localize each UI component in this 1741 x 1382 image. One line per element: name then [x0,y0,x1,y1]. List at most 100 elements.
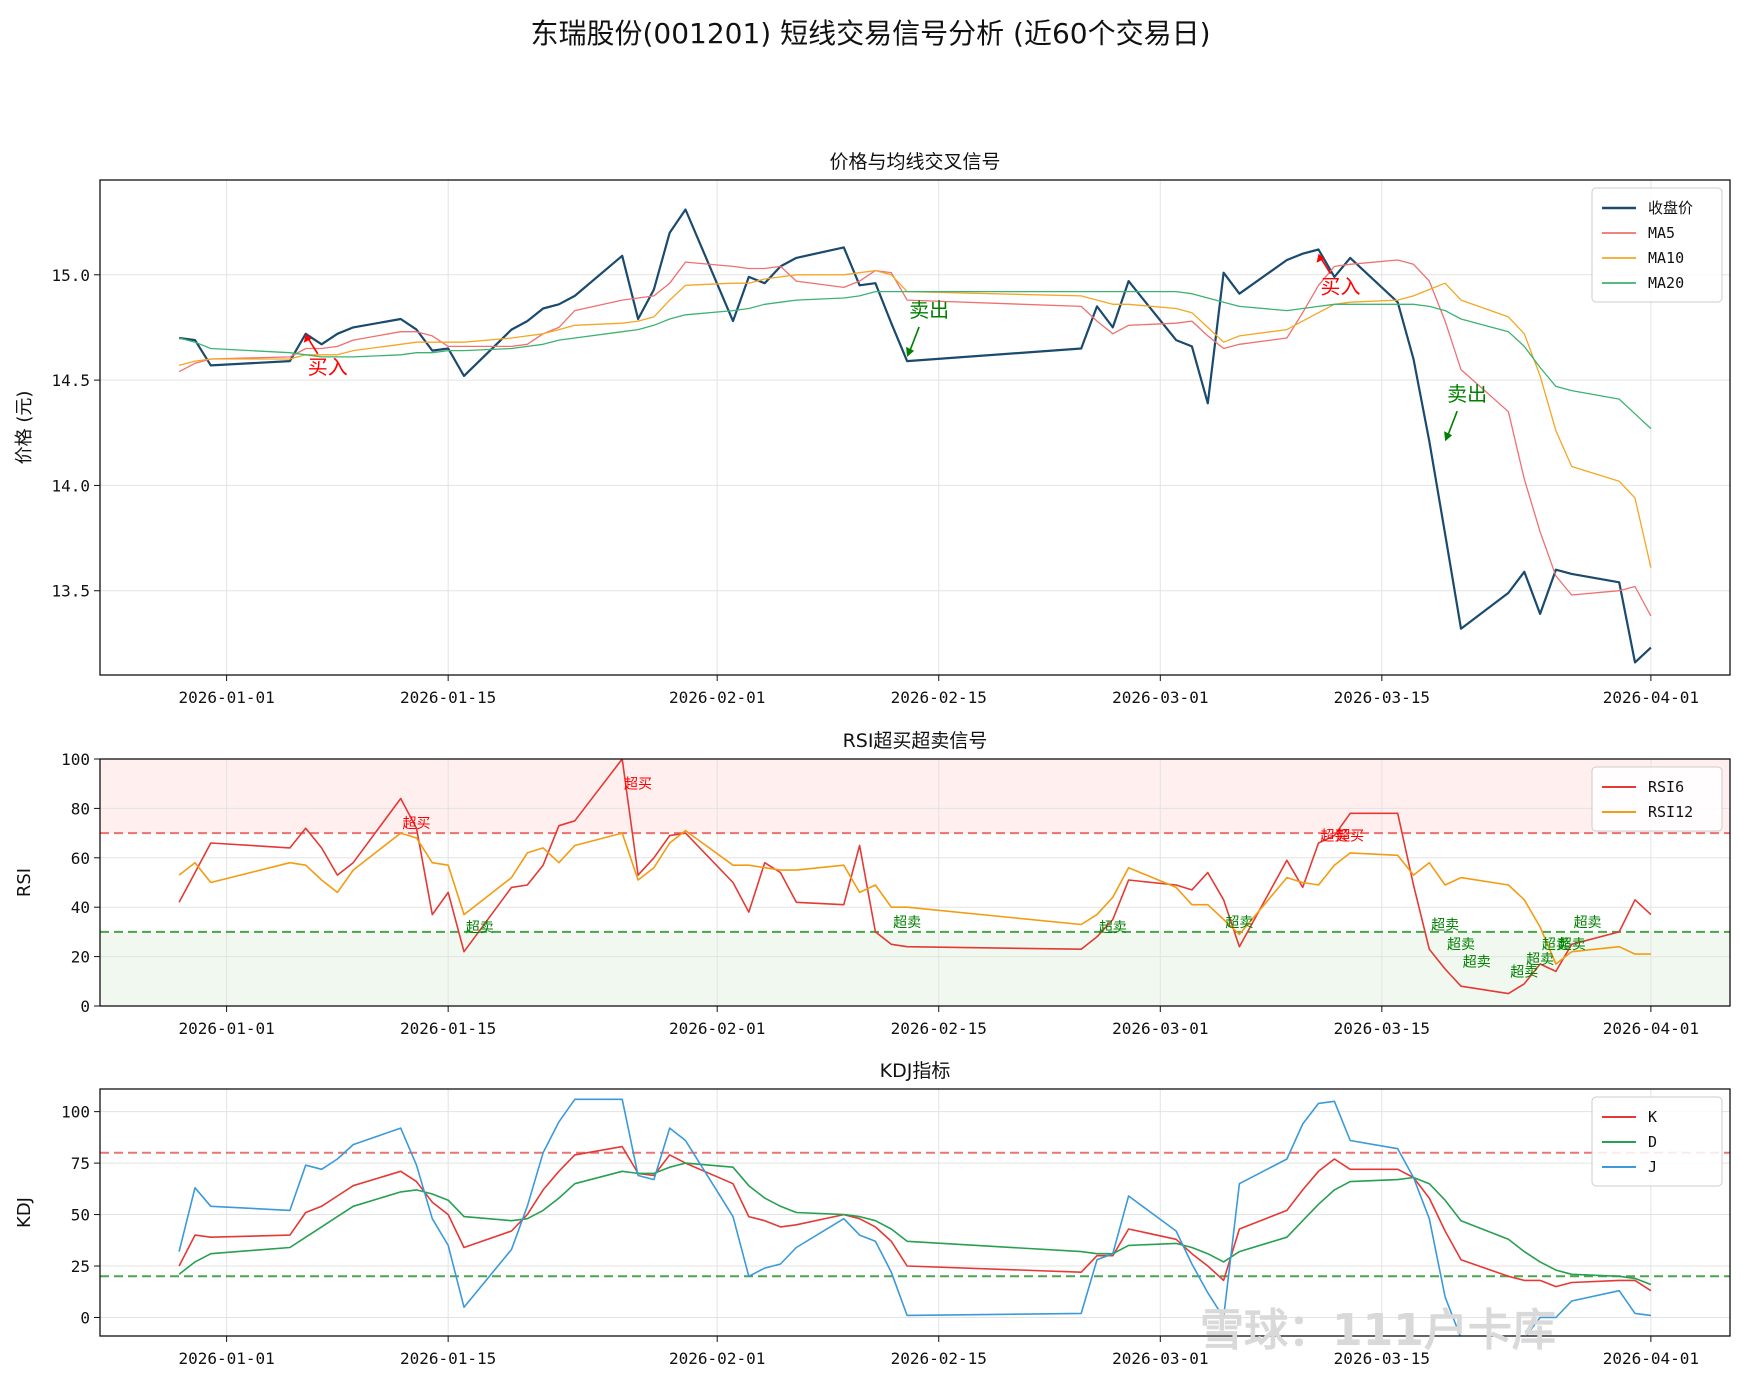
kdj-ylabel: KDJ [14,1197,35,1228]
rsi-panel: 0 20 40 60 80 100 2026-01-01 2026-01-15 2026-02-… [14,730,1731,1038]
price-panel: 13.5 14.0 14.5 15.0 2026-01-01 2026-01-15 2026… [14,151,1731,707]
price-buy-arrowhead [1316,253,1325,263]
rsi-annotation-oversold: 超卖 [1574,915,1602,931]
price-annotation-buy: 买入 [308,355,348,379]
rsi-ylabel: RSI [14,868,35,897]
price-sell-arrow [908,326,920,354]
price-buy-arrow [307,337,319,355]
price-ytick-label: 13.5 [51,582,90,601]
rsi-annotation-oversold: 超卖 [466,920,494,936]
kdj-legend-label: D [1648,1133,1657,1151]
rsi-annotation-oversold: 超卖 [1510,964,1538,980]
rsi-annotation-oversold: 超卖 [1447,937,1475,953]
price-buy-arrow [1319,257,1332,275]
rsi-legend-box [1591,766,1723,832]
kdj-ytick-label: 75 [71,1154,90,1173]
watermark-text: 雪球：111户卡库 [1200,1305,1556,1356]
rsi-annotation-oversold: 超卖 [1431,917,1459,933]
price-xtick-label: 2026-01-15 [400,688,496,707]
price-frame [99,179,1731,676]
kdj-series-k [178,1145,1652,1292]
price-sell-arrow [1446,410,1458,438]
rsi-annotation-oversold: 超卖 [1225,915,1253,931]
price-buy-arrowhead [303,333,312,343]
rsi-xtick-label: 2026-01-15 [400,1019,496,1038]
rsi-annotation-oversold: 超卖 [1542,937,1570,953]
kdj-legend-box [1591,1096,1723,1187]
rsi-xtick-label: 2026-01-01 [178,1019,274,1038]
price-ytick-label: 14.5 [51,371,90,390]
rsi-annotation-overbought: 超买 [1320,829,1348,845]
price-xtick-label: 2026-04-01 [1603,688,1699,707]
rsi-ytick-label: 40 [71,898,90,917]
kdj-legend: KDJ [1591,1096,1723,1187]
price-ytick-label: 14.0 [51,476,90,495]
price-annotation-buy: 买入 [1321,275,1361,299]
kdj-ytick-label: 100 [61,1103,90,1122]
rsi-xtick-label: 2026-03-01 [1112,1019,1208,1038]
rsi-annotation-overbought: 超买 [403,816,431,832]
kdj-series-j [178,1098,1651,1336]
price-legend-label: MA20 [1648,274,1684,292]
kdj-xtick-label: 2026-04-01 [1603,1349,1699,1368]
price-ytick-label: 15.0 [51,266,90,285]
rsi-ytick-label: 60 [71,849,90,868]
price-xtick-label: 2026-02-01 [669,688,765,707]
rsi-annotation-oversold: 超卖 [1463,954,1491,970]
rsi-ytick-label: 100 [61,750,90,769]
rsi-ytick-label: 80 [71,799,90,818]
kdj-panel-title: KDJ指标 [880,1060,951,1082]
price-series-收盘价 [178,208,1652,664]
price-sell-arrowhead [1444,431,1453,442]
rsi-annotation-overbought: 超买 [624,777,652,793]
rsi-annotation-oversold: 超卖 [893,915,921,931]
kdj-panel: 0 25 50 75 100 2026-01-01 2026-01-15 2026-02-01… [14,1060,1731,1368]
rsi-xtick-label: 2026-02-01 [669,1019,765,1038]
kdj-xtick-label: 2026-01-15 [400,1349,496,1368]
rsi-band-1 [100,931,1730,1006]
rsi-annotation-overbought: 超买 [1336,829,1364,845]
kdj-legend-label: K [1648,1108,1657,1126]
rsi-legend-label: RSI6 [1648,778,1684,796]
price-annotation-sell: 卖出 [1447,382,1487,406]
price-ylabel: 价格 (元) [14,391,35,465]
rsi-legend: RSI6 RSI12 [1591,766,1723,832]
rsi-xtick-label: 2026-02-15 [891,1019,987,1038]
rsi-ytick-label: 0 [80,997,90,1016]
rsi-ytick-label: 20 [71,948,90,967]
kdj-series-d [178,1162,1652,1286]
price-series-ma20 [178,290,1652,430]
rsi-band-0 [100,759,1730,834]
price-xtick-label: 2026-02-15 [891,688,987,707]
price-legend: 收盘价 MA5 MA10 MA20 [1591,187,1723,303]
kdj-frame [99,1088,1731,1337]
rsi-legend-label: RSI12 [1648,803,1693,821]
kdj-ytick-label: 50 [71,1206,90,1225]
rsi-xtick-label: 2026-04-01 [1603,1019,1699,1038]
price-legend-label: 收盘价 [1648,199,1693,217]
price-panel-title: 价格与均线交叉信号 [829,151,1000,173]
rsi-panel-title: RSI超买超卖信号 [843,730,988,752]
rsi-annotation-oversold: 超卖 [1099,920,1127,936]
price-xtick-label: 2026-01-01 [178,688,274,707]
rsi-xtick-label: 2026-03-15 [1334,1019,1430,1038]
price-sell-arrowhead [906,346,915,357]
kdj-legend-label: J [1648,1158,1657,1176]
rsi-annotation-oversold: 超卖 [1526,952,1554,968]
price-legend-box [1591,187,1723,303]
price-xtick-label: 2026-03-01 [1112,688,1208,707]
rsi-series-rsi12 [178,829,1651,965]
kdj-xtick-label: 2026-02-15 [891,1349,987,1368]
price-annotation-sell: 卖出 [909,298,949,322]
price-series-ma10 [178,269,1652,568]
main-title: 东瑞股份(001201) 短线交易信号分析 (近60个交易日) [530,17,1211,50]
price-legend-label: MA10 [1648,249,1684,267]
kdj-xtick-label: 2026-01-01 [178,1349,274,1368]
kdj-ytick-label: 25 [71,1257,90,1276]
kdj-ytick-label: 0 [80,1308,90,1327]
rsi-annotation-oversold: 超卖 [1558,937,1586,953]
kdj-xtick-label: 2026-02-01 [669,1349,765,1368]
kdj-xtick-label: 2026-03-15 [1334,1349,1430,1368]
price-legend-label: MA5 [1648,224,1675,242]
